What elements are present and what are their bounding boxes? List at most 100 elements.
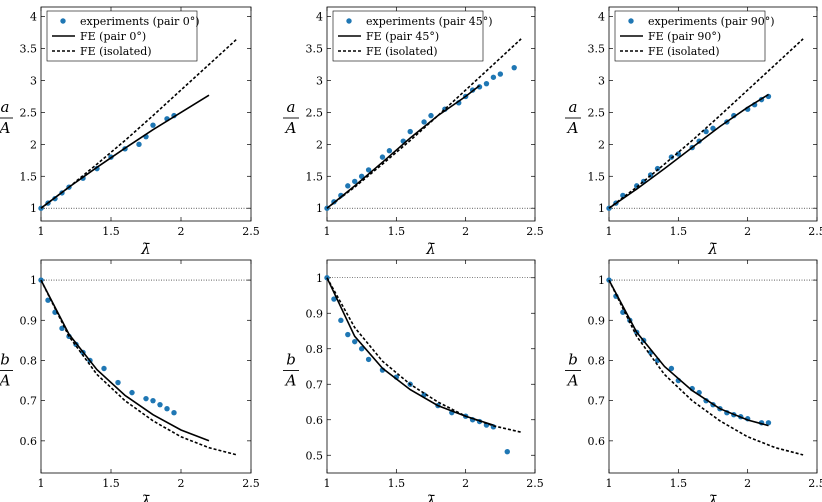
y-tick-label: 1 [316, 202, 323, 215]
legend-label: FE (isolated) [80, 45, 152, 58]
x-tick-label: 2.5 [242, 225, 260, 238]
experiment-point [352, 178, 358, 185]
y-tick-label: 0.9 [306, 307, 324, 320]
x-axis-label: λ̄ [707, 492, 718, 502]
experiment-point [620, 309, 626, 315]
x-tick-label: 1.5 [670, 477, 688, 490]
experiment-point [358, 346, 365, 352]
x-axis-label: λ̄ [140, 240, 151, 258]
fe-isolated-line [40, 38, 238, 209]
y-tick-label: 1.5 [20, 170, 38, 183]
fe-isolated-line [40, 279, 238, 456]
y-tick-label: 0.6 [20, 435, 38, 448]
legend-marker-experiment [346, 18, 352, 24]
y-tick-label: 0.9 [588, 314, 606, 327]
experiment-point [136, 141, 142, 148]
experiment-point [38, 277, 44, 283]
experiment-point [497, 71, 504, 77]
experiment-point [379, 154, 386, 160]
y-tick-label: 2 [598, 138, 605, 151]
fe-pair-line [608, 93, 769, 209]
experiment-point [386, 148, 393, 154]
experiment-point [504, 449, 510, 455]
y-axis-label-denominator: A [0, 372, 11, 390]
experiment-point [150, 397, 156, 404]
legend-label: FE (pair 0°) [80, 30, 146, 43]
x-tick-label: 2.5 [526, 477, 544, 490]
experiment-point [331, 296, 337, 302]
x-tick-label: 2 [178, 225, 185, 238]
y-axis-label-numerator: a [287, 98, 296, 116]
y-tick-label: 4 [316, 11, 323, 24]
y-axis-label-numerator: a [1, 98, 10, 116]
axes-frame [326, 259, 536, 474]
x-tick-label: 1 [324, 477, 331, 490]
legend-label: experiments (pair 90°) [648, 15, 775, 28]
experiment-point [668, 365, 675, 372]
experiment-point [483, 80, 490, 87]
experiment-point [421, 119, 427, 125]
experiment-point [129, 389, 135, 396]
axes-frame [326, 6, 536, 222]
y-tick-label: 0.9 [20, 314, 38, 327]
y-tick-label: 1 [598, 274, 605, 287]
experiment-point [345, 331, 351, 338]
x-tick-label: 2 [462, 225, 469, 238]
chart-panel-bottom-middle: 1 1.5 2 2.5 0.5 0.6 0.7 0.8 0.9 1 λ̄ bA [283, 259, 544, 502]
x-tick-label: 1.5 [102, 225, 120, 238]
y-tick-label: 2.5 [588, 106, 606, 119]
legend-label: FE (isolated) [648, 45, 720, 58]
legend: experiments (pair 0°) FE (pair 0°) FE (iso… [46, 10, 200, 62]
x-axis-label: λ̄ [140, 492, 151, 502]
legend: experiments (pair 45°) FE (pair 45°) FE (i… [332, 10, 493, 62]
y-tick-label: 1 [30, 274, 37, 287]
y-tick-label: 1.5 [306, 170, 324, 183]
y-tick-label: 0.8 [20, 354, 38, 367]
axes-frame [608, 259, 818, 474]
x-tick-label: 1.5 [388, 477, 406, 490]
chart-panel-bottom-left: 1 1.5 2 2.5 0.6 0.7 0.8 0.9 1 λ̄ bA [0, 259, 260, 502]
experiment-point [45, 297, 51, 303]
legend-label: FE (pair 90°) [648, 30, 721, 43]
experiment-point [358, 173, 365, 179]
fe-pair-line [326, 277, 494, 426]
y-tick-label: 0.7 [20, 395, 38, 408]
y-tick-label: 0.8 [306, 343, 324, 356]
y-tick-label: 0.7 [588, 395, 606, 408]
legend-box [614, 10, 766, 62]
y-axis-label-numerator: b [0, 351, 10, 369]
chart-panel-bottom-right: 1 1.5 2 2.5 0.6 0.7 0.8 0.9 1 λ̄ bA [565, 259, 822, 502]
experiment-point [490, 74, 497, 80]
experiment-point [765, 420, 772, 426]
experiment-point [171, 410, 177, 416]
x-tick-label: 1 [38, 477, 45, 490]
fe-pair-line [326, 84, 480, 209]
y-tick-label: 2.5 [306, 106, 324, 119]
y-tick-label: 3 [598, 74, 605, 87]
legend-label: experiments (pair 45°) [366, 15, 493, 28]
fe-isolated-line [326, 277, 522, 433]
fe-isolated-line [608, 279, 804, 456]
y-tick-label: 4 [598, 11, 605, 24]
experiment-point [352, 338, 358, 345]
y-tick-label: 2 [316, 138, 323, 151]
y-tick-label: 0.5 [306, 449, 324, 462]
y-axis-label-numerator: a [569, 98, 578, 116]
experiment-point [115, 379, 121, 386]
x-tick-label: 2 [462, 477, 469, 490]
x-tick-label: 2.5 [242, 477, 260, 490]
x-tick-label: 2 [744, 477, 751, 490]
y-axis-label-numerator: b [568, 351, 578, 369]
y-tick-label: 1 [598, 202, 605, 215]
y-tick-label: 3 [316, 74, 323, 87]
y-tick-label: 0.6 [588, 435, 606, 448]
experiment-point [338, 317, 344, 324]
y-tick-label: 1.5 [588, 170, 606, 183]
x-tick-label: 1.5 [670, 225, 688, 238]
experiment-point [511, 64, 517, 71]
legend-marker-experiment [628, 18, 634, 24]
legend-marker-experiment [60, 18, 66, 24]
y-axis-label-denominator: A [0, 119, 11, 137]
